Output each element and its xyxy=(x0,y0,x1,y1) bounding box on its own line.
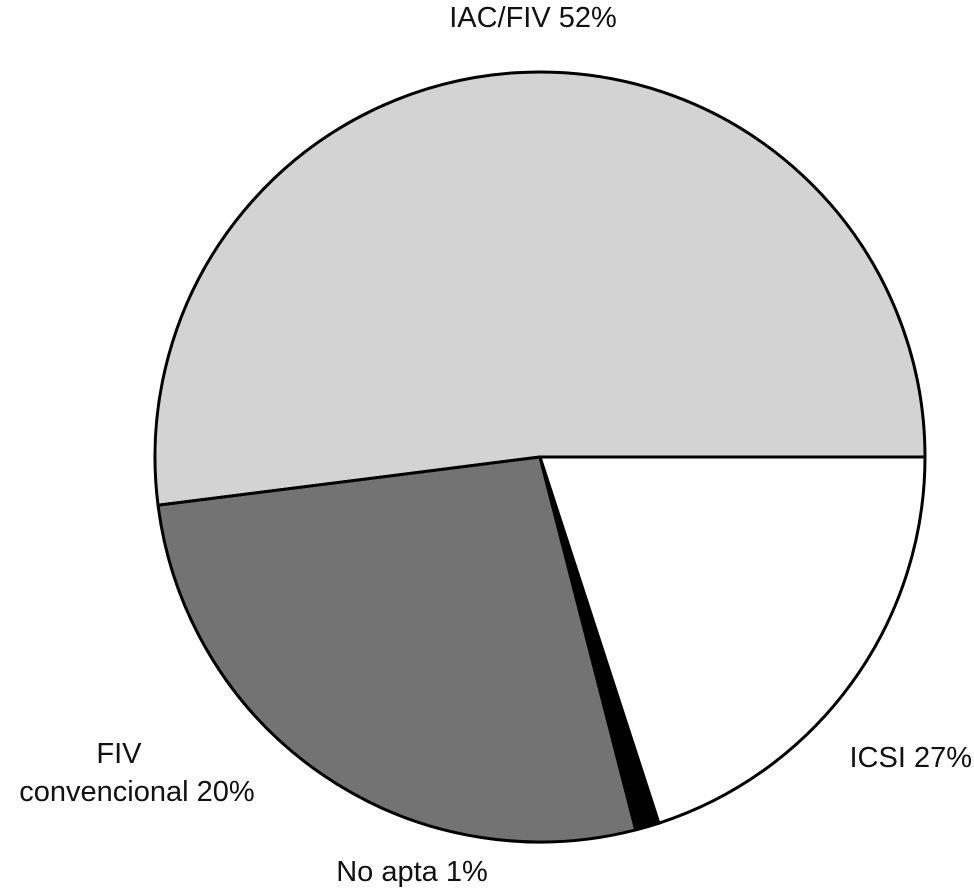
slice-fiv-convencional xyxy=(538,455,927,825)
label-fiv-convencional: FIV convencional 20% xyxy=(19,738,254,808)
label-iac-fiv: IAC/FIV 52% xyxy=(449,2,617,34)
label-icsi: ICSI 27% xyxy=(850,742,973,774)
pie-slices xyxy=(153,70,927,844)
slice-icsi xyxy=(156,455,638,844)
slice-iac-fiv xyxy=(153,70,927,507)
label-no-apta: No apta 1% xyxy=(336,856,488,888)
